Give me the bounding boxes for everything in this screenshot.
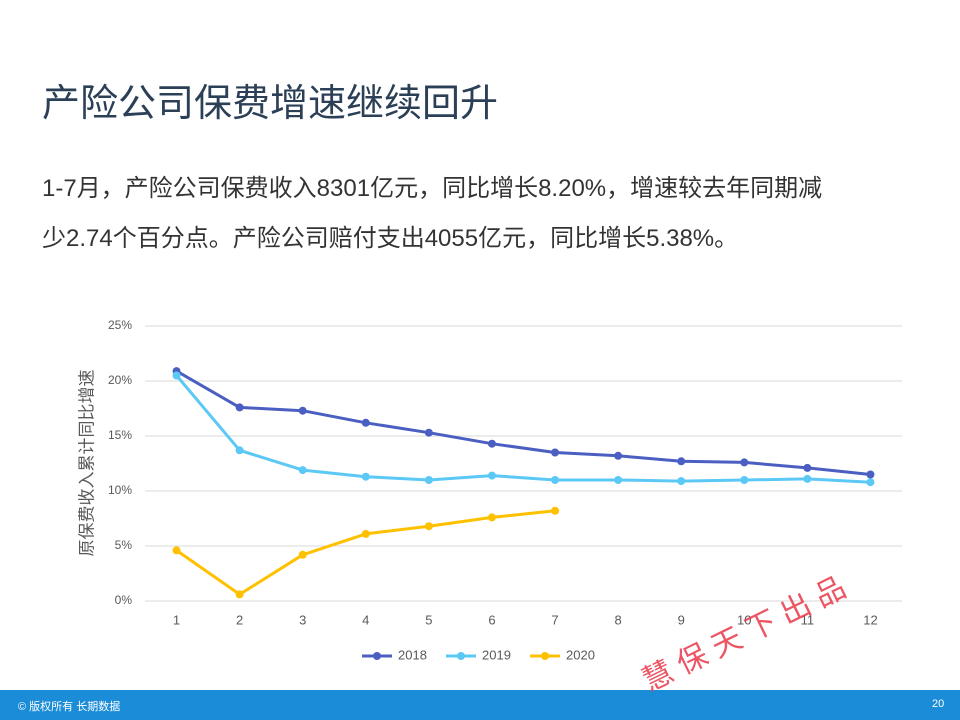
y-tick-label: 10% bbox=[108, 483, 132, 497]
data-point bbox=[172, 546, 181, 555]
data-point bbox=[235, 403, 244, 412]
x-tick-label: 8 bbox=[615, 612, 622, 627]
data-point bbox=[803, 474, 812, 483]
footer-text: © 版权所有 长期数据 bbox=[18, 701, 121, 713]
y-tick-label: 0% bbox=[115, 593, 133, 607]
x-tick-label: 3 bbox=[299, 612, 306, 627]
y-tick-label: 20% bbox=[108, 373, 132, 387]
page-number: 20 bbox=[932, 698, 945, 710]
data-point bbox=[298, 466, 307, 475]
data-point bbox=[424, 476, 433, 484]
x-tick-label: 6 bbox=[488, 612, 495, 627]
x-tick-label: 10 bbox=[737, 612, 751, 627]
y-tick-label: 5% bbox=[115, 538, 133, 552]
y-axis-label: 原保费收入累计同比增速 bbox=[77, 370, 96, 557]
data-point bbox=[424, 428, 433, 437]
data-point bbox=[298, 406, 307, 415]
paragraph-line: 1-7月，产险公司保费收入8301亿元，同比增长8.20%，增速较去年同期减 bbox=[42, 175, 823, 202]
x-tick-label: 5 bbox=[425, 612, 432, 627]
data-point bbox=[740, 476, 749, 484]
legend-marker bbox=[373, 652, 381, 660]
data-point bbox=[803, 463, 812, 472]
data-point bbox=[172, 371, 181, 380]
data-point bbox=[740, 458, 749, 467]
legend-label: 2019 bbox=[482, 647, 511, 662]
slide-title: 产险公司保费增速继续回升 bbox=[42, 83, 499, 125]
x-tick-label: 1 bbox=[173, 612, 180, 627]
data-point bbox=[677, 477, 686, 486]
y-tick-label: 15% bbox=[108, 428, 132, 442]
legend-marker bbox=[541, 652, 549, 660]
data-point bbox=[361, 418, 370, 427]
footer-bar: © 版权所有 长期数据 20 bbox=[0, 690, 960, 720]
data-point bbox=[551, 448, 560, 457]
legend-marker bbox=[457, 652, 465, 660]
x-tick-label: 11 bbox=[801, 612, 815, 627]
x-tick-label: 2 bbox=[236, 612, 243, 627]
legend-label: 2020 bbox=[566, 647, 595, 662]
data-point bbox=[361, 529, 370, 538]
series-line bbox=[175, 369, 871, 476]
data-point bbox=[235, 590, 244, 599]
data-point bbox=[614, 451, 623, 460]
data-point bbox=[866, 478, 875, 487]
watermark: 慧 保 天 下 出 品 bbox=[637, 571, 851, 698]
x-tick-label: 4 bbox=[362, 612, 369, 627]
series-line bbox=[175, 374, 871, 484]
data-point bbox=[551, 506, 560, 515]
legend-label: 2018 bbox=[398, 647, 427, 662]
data-point bbox=[551, 476, 560, 484]
x-tick-label: 12 bbox=[863, 612, 877, 627]
data-point bbox=[677, 457, 686, 466]
data-point bbox=[235, 446, 244, 455]
data-point bbox=[487, 471, 496, 480]
x-tick-label: 7 bbox=[551, 612, 558, 627]
data-point bbox=[487, 439, 496, 448]
data-point bbox=[614, 476, 623, 484]
x-tick-label: 9 bbox=[678, 612, 685, 627]
data-point bbox=[866, 470, 875, 479]
series-line bbox=[175, 509, 556, 596]
data-point bbox=[361, 472, 370, 481]
paragraph-line: 少2.74个百分点。产险公司赔付支出4055亿元，同比增长5.38%。 bbox=[42, 225, 739, 252]
data-point bbox=[487, 513, 496, 522]
y-tick-label: 25% bbox=[108, 318, 132, 332]
data-point bbox=[298, 550, 307, 559]
data-point bbox=[424, 522, 433, 531]
